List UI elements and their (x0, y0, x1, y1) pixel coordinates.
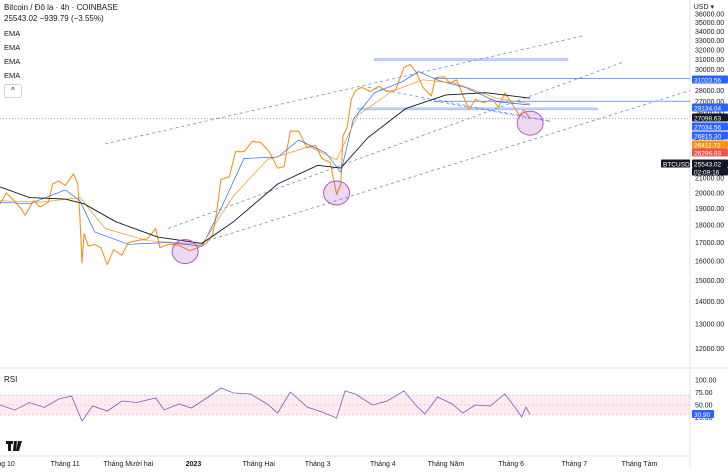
price-axis-label-box (692, 159, 728, 168)
last-price-readout: 25543.02 −939.79 (−3.55%) (4, 14, 118, 24)
triangle-trendline[interactable] (368, 86, 552, 122)
rsi-axis-tick-label: 50.00 (695, 403, 713, 410)
rsi-value-box (692, 410, 714, 419)
price-axis-label: 29134.04 (694, 105, 721, 112)
price-axis-tick-label: 19000.00 (695, 206, 724, 213)
highlight-circle[interactable] (323, 180, 351, 206)
price-axis-label-box (692, 75, 728, 84)
price-axis-tick-label: 28000.00 (695, 88, 724, 95)
price-axis-tick-label: 33000.00 (695, 38, 724, 45)
price-axis-tick-label: 31000.00 (695, 57, 724, 64)
price-axis-tick-label: 36000.00 (695, 12, 724, 19)
price-axis-label: 27034.56 (694, 124, 721, 131)
price-axis-tick-label: 18000.00 (695, 223, 724, 230)
rsi-axis-tick-label: 75.00 (695, 390, 713, 397)
price-axis-tick-label: 27000.00 (695, 99, 724, 106)
price-axis-label: BTCUSD (663, 161, 690, 168)
price-axis-label-box (692, 131, 728, 140)
price-axis-tick-label: 30000.00 (695, 67, 724, 74)
price-axis-label-box (692, 122, 728, 131)
chart-legend: Bitcoin / Đô la · 4h · COINBASE 25543.02… (4, 3, 118, 24)
currency-label: USD (693, 4, 709, 11)
ema-black-line[interactable] (0, 92, 531, 244)
rsi-axis-tick-label: 100.00 (695, 378, 717, 385)
symbol-title[interactable]: Bitcoin / Đô la · 4h · COINBASE (4, 3, 118, 12)
rsi-pane-title[interactable]: RSI (4, 375, 18, 384)
ema-blue-line[interactable] (0, 71, 531, 247)
price-axis-label-box (692, 113, 728, 122)
highlight-circle[interactable] (516, 110, 544, 136)
last-price: 25543.02 (4, 14, 38, 23)
price-axis-label: 26815.30 (694, 133, 721, 140)
tradingview-logo-icon[interactable] (5, 438, 23, 452)
channel-trendline[interactable] (105, 35, 583, 145)
indicator-ema-2[interactable]: EMA (4, 43, 21, 52)
time-axis-tick-label: Tháng 7 (561, 461, 587, 468)
time-axis-tick-label: Tháng 10 (0, 461, 15, 468)
time-axis-tick-label: Tháng Mười hai (103, 461, 153, 468)
rsi-value-label: 30.90 (694, 412, 711, 419)
price-axis-tick-label: 21000.00 (695, 176, 724, 183)
price-axis-tick-label: 17000.00 (695, 240, 724, 247)
time-axis-tick-label: Tháng 3 (305, 461, 331, 468)
price-axis-tick-label: 35000.00 (695, 20, 724, 27)
price-axis-label: 31023.56 (694, 77, 721, 84)
highlight-circle[interactable] (171, 239, 199, 264)
price-axis-tick-label: 34000.00 (695, 29, 724, 36)
price-series-line[interactable] (0, 63, 531, 266)
indicator-ema-1[interactable]: EMA (4, 29, 21, 38)
currency-selector[interactable]: USD ▾ (693, 4, 714, 11)
price-axis-tick-label: 32000.00 (695, 47, 724, 54)
rsi-line[interactable] (0, 387, 531, 422)
collapse-indicators-button[interactable]: ^ (4, 84, 22, 98)
price-change: −939.79 (−3.55%) (39, 14, 104, 23)
price-axis-label: 25543.02 (694, 161, 721, 168)
time-axis-tick-label: Tháng Năm (428, 461, 465, 468)
price-axis-tick-label: 14000.00 (695, 299, 724, 306)
price-axis-label: 27098.63 (694, 115, 721, 122)
price-axis-tick-label: 15000.00 (695, 278, 724, 285)
channel-trendline[interactable] (201, 90, 691, 243)
time-axis-tick-label: Tháng Tám (622, 461, 658, 468)
price-axis-label-box (692, 148, 728, 157)
indicator-ema-4[interactable]: EMA (4, 71, 21, 80)
price-axis-label-box (661, 159, 690, 168)
indicator-ema-3[interactable]: EMA (4, 57, 21, 66)
price-axis-label-box (692, 103, 728, 112)
price-axis-label: 26296.93 (694, 150, 721, 157)
price-axis-label-box (692, 167, 728, 176)
price-axis-tick-label: 13000.00 (695, 322, 724, 329)
price-axis-tick-label: 12000.00 (695, 346, 724, 353)
time-axis-tick-label: Tháng 6 (498, 461, 524, 468)
price-axis-tick-label: 16000.00 (695, 258, 724, 265)
price-axis-label: 02:09:16 (694, 169, 720, 176)
price-axis-tick-label: 20000.00 (695, 190, 724, 197)
rsi-axis-tick-label: 25.00 (695, 415, 713, 422)
time-axis-tick-label: Tháng Hai (243, 461, 276, 468)
ema-orange-line[interactable] (0, 79, 531, 245)
price-axis-label: 26411.72 (694, 142, 721, 149)
price-axis-label-box (692, 140, 728, 149)
time-axis-tick-label: Tháng 11 (51, 461, 80, 468)
resistance-zone[interactable] (374, 58, 569, 61)
time-axis-tick-label: Tháng 4 (370, 461, 396, 468)
time-axis-tick-label: 2023 (186, 461, 202, 468)
